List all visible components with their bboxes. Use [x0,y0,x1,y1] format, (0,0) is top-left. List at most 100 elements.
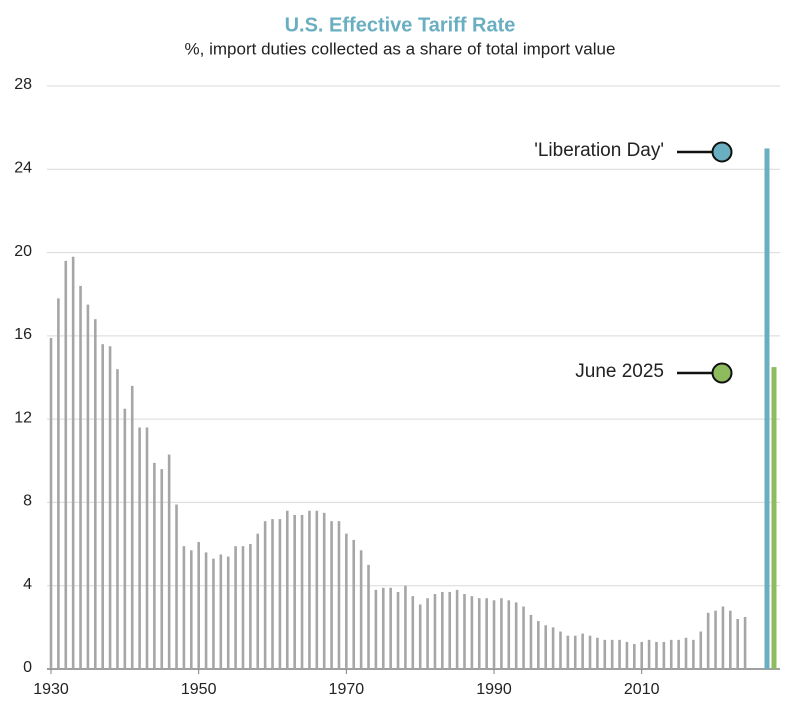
bar [256,533,260,669]
bar [418,604,422,669]
bar [285,510,289,669]
x-tick-label: 1930 [33,681,69,698]
bar [204,552,208,669]
bar [263,521,267,669]
bar [448,591,452,669]
bar [566,635,570,669]
bar [677,639,680,669]
bar [145,427,149,669]
bar [130,385,134,669]
bar [669,639,673,669]
bar [647,639,651,669]
bar [300,514,304,669]
bar [588,635,592,669]
bar [603,639,607,669]
y-tick-label: 0 [23,659,32,676]
bar [57,298,60,669]
bar [79,285,82,669]
bar [94,319,97,669]
bar [692,639,695,669]
bar [610,639,614,669]
legend-marker [711,362,733,384]
bar [219,554,223,669]
bar [743,616,747,669]
bar [721,606,725,669]
bar [167,454,171,669]
x-tick-label: 1990 [476,681,512,698]
chart-title: U.S. Effective Tariff Rate [285,14,516,36]
bar [477,598,481,669]
bar [241,546,245,669]
bar [389,587,392,669]
bar [522,606,525,669]
bar [345,533,348,669]
bar [123,408,127,669]
bar [315,510,319,669]
bar [71,256,75,669]
bar [492,600,496,669]
bar [226,556,230,669]
bar [352,539,356,669]
bar [322,512,326,669]
bar [596,637,599,669]
bar [537,621,540,669]
x-tick-label: 1950 [181,681,217,698]
y-tick-label: 4 [23,576,32,593]
bar [640,641,644,669]
bar [249,544,252,669]
bar [736,619,739,669]
bar [618,639,621,669]
y-tick-label: 8 [23,493,32,510]
y-tick-label: 24 [14,160,32,177]
bar [684,637,688,669]
bar [470,596,474,669]
bar [463,594,466,669]
bar [396,591,400,669]
bar [706,612,710,669]
bar [455,589,459,669]
bar [381,587,385,669]
bar [138,427,141,669]
bar [404,585,407,669]
bar [189,550,193,669]
bar [529,614,533,669]
bar [699,631,703,669]
highlight-bar [771,367,777,669]
bar [633,644,636,669]
bar [182,546,186,669]
bar [514,602,518,669]
bar [581,633,584,669]
bar [426,598,429,669]
bar [500,598,503,669]
chart-subtitle: %, import duties collected as a share of… [185,39,616,58]
bar [559,631,562,669]
bar [714,610,717,669]
bar [729,610,732,669]
bar [337,521,341,669]
bar [160,469,164,669]
bar [278,519,282,669]
bar [655,641,658,669]
legend-marker [711,141,733,163]
bar [367,564,370,669]
y-tick-label: 12 [14,409,32,426]
y-tick-label: 20 [14,243,32,260]
bar [359,550,363,669]
y-tick-label: 28 [14,76,32,93]
bar [49,337,53,669]
bar [308,510,311,669]
bar [64,260,68,669]
bar [374,589,378,669]
bar [175,504,178,669]
bar [662,641,666,669]
bar [507,600,511,669]
bar [544,625,548,669]
bar [625,641,629,669]
bar [116,369,119,669]
x-tick-label: 2010 [624,681,660,698]
x-tick-label: 1970 [329,681,365,698]
bar [411,596,415,669]
bar [271,519,274,669]
bar [153,462,156,669]
